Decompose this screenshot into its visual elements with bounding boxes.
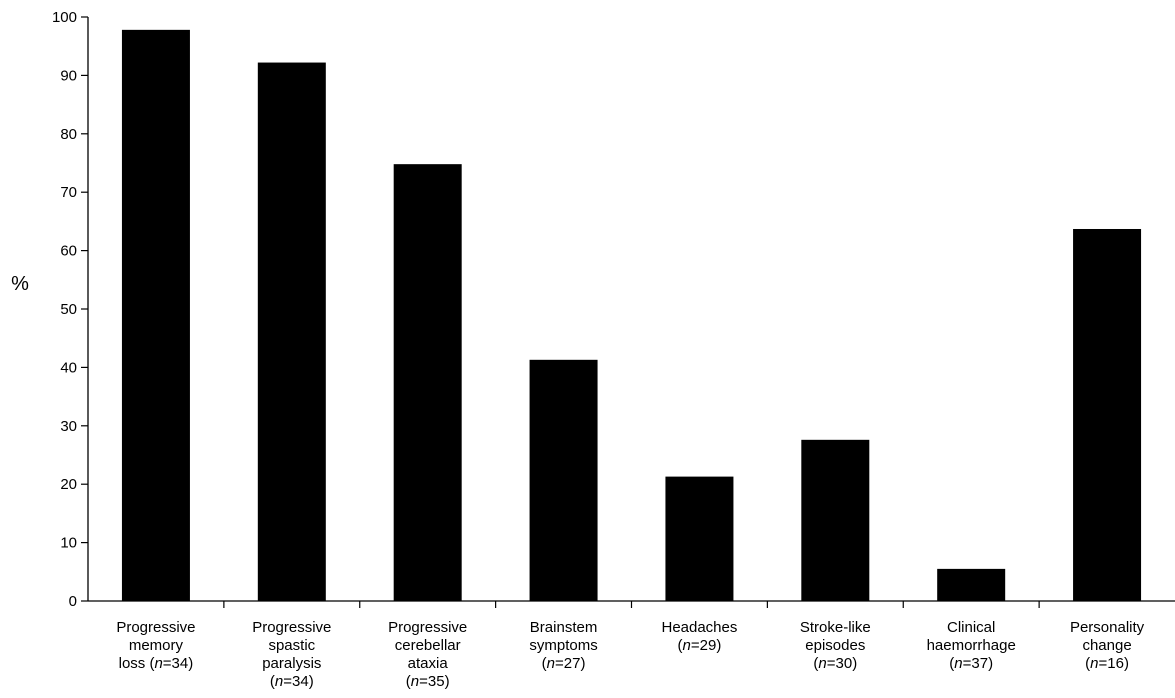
- y-tick-label: 90: [60, 67, 77, 84]
- y-tick-label: 80: [60, 126, 77, 143]
- bar: [257, 62, 326, 601]
- y-tick-label: 0: [69, 593, 77, 610]
- y-tick-label: 100: [52, 9, 77, 26]
- y-tick-label: 70: [60, 184, 77, 201]
- bar: [937, 568, 1006, 601]
- y-tick-label: 40: [60, 359, 77, 376]
- category-label: Progressive cerebellar ataxia (n=35): [388, 619, 467, 690]
- bar: [529, 359, 598, 601]
- y-tick-label: 20: [60, 476, 77, 493]
- bar: [1073, 228, 1142, 601]
- category-label: Stroke-like episodes (n=30): [800, 619, 871, 672]
- category-label: Brainstem symptoms (n=27): [529, 619, 597, 672]
- bar: [801, 439, 870, 601]
- y-tick-label: 10: [60, 535, 77, 552]
- category-labels: Progressive memory loss (n=34) Progressive s…: [116, 619, 1144, 690]
- category-label: Progressive memory loss (n=34): [116, 619, 195, 672]
- bar: [121, 29, 190, 601]
- y-tick-label: 30: [60, 418, 77, 435]
- category-label: Personality change (n=16): [1070, 619, 1145, 672]
- category-label: Headaches (n=29): [661, 619, 737, 654]
- category-label: Progressive spastic paralysis (n=34): [252, 619, 331, 690]
- bar: [665, 476, 734, 601]
- y-tick-label: 50: [60, 301, 77, 318]
- bars: [121, 29, 1142, 601]
- bar: [393, 164, 462, 601]
- y-axis-label: %: [11, 273, 29, 295]
- y-tick-label: 60: [60, 243, 77, 260]
- y-axis: 0 10 20 30 40 50 60 70 80 90 100: [52, 9, 89, 610]
- category-label: Clinical haemorrhage (n=37): [927, 619, 1016, 672]
- x-axis: [88, 600, 1175, 608]
